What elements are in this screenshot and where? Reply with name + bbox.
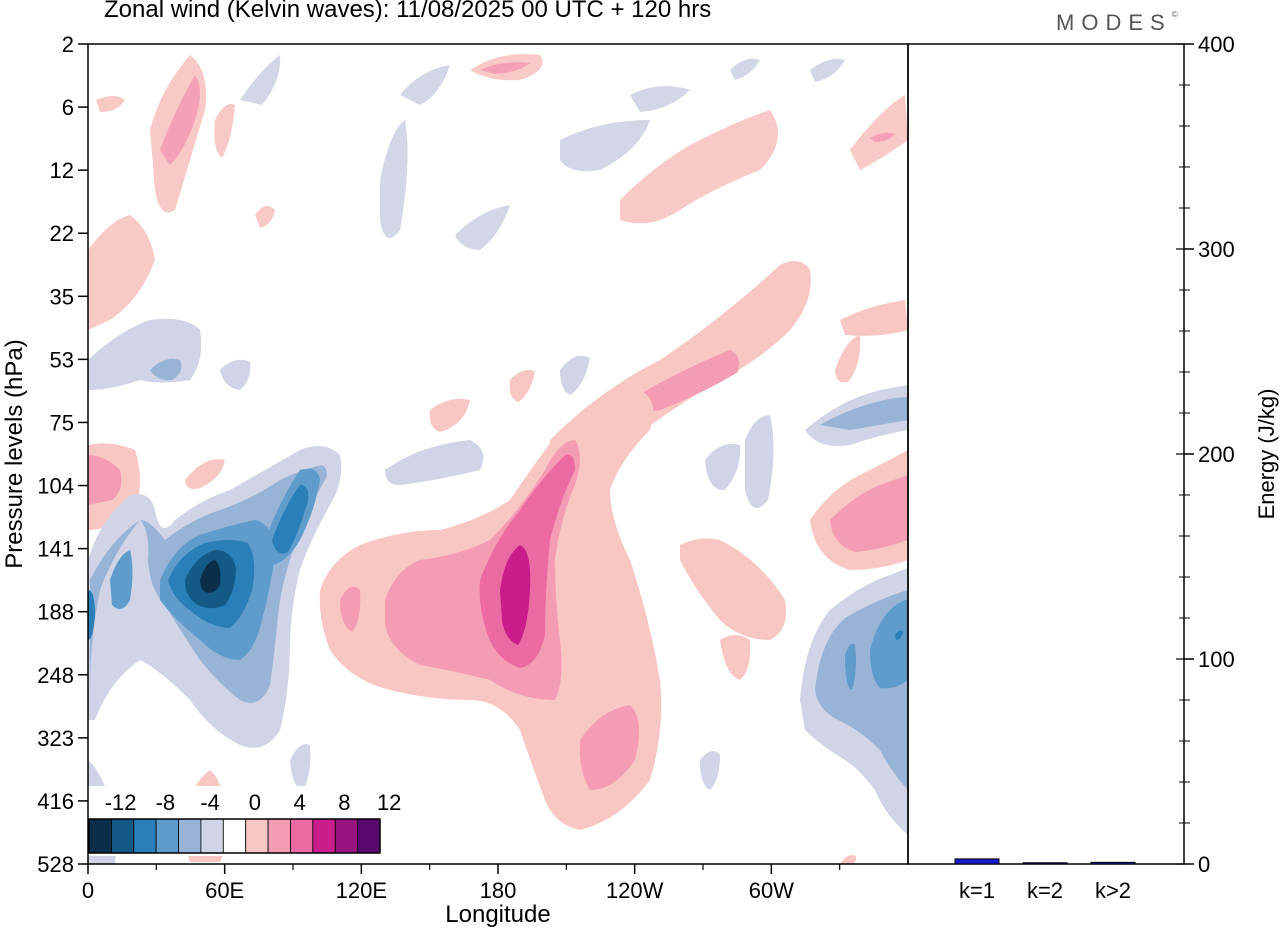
y-tick-label: 323 (37, 726, 74, 751)
colorbar: -12 -8 -4 0 4 8 12 (87, 786, 401, 856)
colorbar-swatch (357, 818, 381, 854)
colorbar-swatch (245, 818, 269, 854)
x-tick-label: 0 (82, 878, 94, 903)
colorbar-swatch (334, 818, 359, 854)
energy-bar (1090, 861, 1136, 865)
x-tick-label: 120E (336, 878, 387, 903)
colorbar-swatch (222, 818, 247, 854)
colorbar-border (88, 818, 381, 854)
colorbar-label: 4 (294, 790, 306, 815)
y-tick-label: 2 (62, 32, 74, 57)
x-tick-label: 60W (749, 878, 794, 903)
energy-tick-label: 100 (1198, 647, 1235, 672)
y-axis-label: Pressure levels (hPa) (1, 339, 28, 568)
colorbar-label: -8 (156, 790, 176, 815)
colorbar-swatch (312, 818, 336, 854)
colorbar-swatch (133, 818, 157, 854)
energy-tick-label: 200 (1198, 442, 1235, 467)
y-tick-label: 75 (50, 410, 74, 435)
colorbar-label: -4 (200, 790, 220, 815)
energy-tick-label: 0 (1198, 852, 1210, 877)
y-tick-label: 6 (62, 95, 74, 120)
x-axis-label: Longitude (445, 901, 550, 928)
energy-bar (954, 858, 1000, 865)
colorbar-label: -12 (105, 790, 137, 815)
colorbar-swatch (200, 818, 224, 854)
colorbar-swatch (178, 818, 202, 854)
brand-logo: MODES© (1056, 10, 1178, 35)
colorbar-swatch (267, 818, 291, 854)
y-tick-label: 188 (37, 600, 74, 625)
energy-category-label: k>2 (1095, 878, 1131, 903)
energy-category-label: k=2 (1027, 878, 1063, 903)
y-tick-label: 53 (50, 347, 74, 372)
y-tick-label: 141 (37, 537, 74, 562)
energy-axis-label: Energy (J/kg) (1254, 389, 1279, 520)
y-tick-label: 248 (37, 663, 74, 688)
x-tick-label: 180 (480, 878, 517, 903)
energy-category-label: k=1 (959, 878, 995, 903)
y-tick-label: 416 (37, 789, 74, 814)
y-tick-label: 104 (37, 474, 74, 499)
energy-tick-label: 300 (1198, 237, 1235, 262)
colorbar-swatch (155, 818, 179, 854)
colorbar-label: 0 (249, 790, 261, 815)
energy-tick-label: 400 (1198, 32, 1235, 57)
y-axis: 2 6 12 22 35 53 75 104 141 188 248 323 416 528 (37, 32, 88, 877)
y-tick-label: 12 (50, 158, 74, 183)
colorbar-label: 12 (377, 790, 401, 815)
colorbar-label: 8 (338, 790, 350, 815)
energy-bar (1022, 862, 1068, 865)
x-tick-label: 120W (606, 878, 664, 903)
y-tick-label: 22 (50, 221, 74, 246)
energy-frame (907, 43, 1185, 865)
x-tick-label: 60E (205, 878, 244, 903)
energy-bars: k=1 k=2 k>2 (954, 858, 1136, 903)
colorbar-swatch (88, 818, 112, 854)
y-tick-label: 35 (50, 284, 74, 309)
heatmap-field (88, 44, 908, 864)
energy-axis: 0 100 200 300 400 (1176, 32, 1235, 877)
x-axis: 0 60E 120E 180 120W 60W (82, 864, 841, 903)
chart-title: Zonal wind (Kelvin waves): 11/08/2025 00… (104, 0, 712, 23)
colorbar-swatch (110, 818, 135, 854)
y-tick-label: 528 (37, 852, 74, 877)
colorbar-swatch (290, 818, 314, 854)
